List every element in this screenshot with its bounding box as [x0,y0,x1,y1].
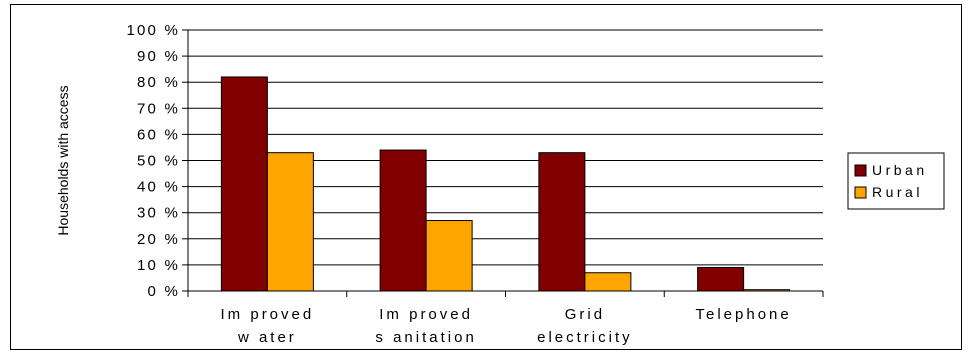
x-category-label: Telephone [696,306,792,323]
y-tick-label: 20 % [137,231,180,248]
x-category-label: Grid [565,306,605,323]
bar-rural [584,272,632,292]
y-tick-label: 0 % [148,283,180,300]
y-tick-label: 90 % [137,48,180,65]
y-tick-label: 50 % [137,153,180,170]
y-tick-label: 60 % [137,126,180,143]
x-category-label: Im proved [379,306,473,323]
y-tick-label: 100 % [126,22,180,39]
bar-urban [379,149,427,292]
y-tick-label: 30 % [137,205,180,222]
legend [847,152,945,210]
legend-swatch-urban [854,164,867,177]
x-category-label: Im proved [221,306,315,323]
y-tick-label: 10 % [137,257,180,274]
bar-urban [538,152,586,292]
x-category-label: w ater [237,329,297,346]
legend-label-rural: Rural [872,184,923,200]
y-axis-label: Households with access [55,85,71,235]
x-category-label: s anitation [375,329,476,346]
legend-label-urban: Urban [872,162,928,178]
y-tick-label: 40 % [137,179,180,196]
chart-frame [10,4,962,350]
y-tick-label: 70 % [137,100,180,117]
bar-urban [220,76,268,292]
bar-urban [697,267,745,292]
x-category-label: electricity [537,329,633,346]
bar-rural [743,289,791,292]
legend-swatch-rural [854,186,867,199]
y-tick-label: 80 % [137,74,180,91]
bar-rural [425,220,473,292]
bar-rural [266,152,314,292]
